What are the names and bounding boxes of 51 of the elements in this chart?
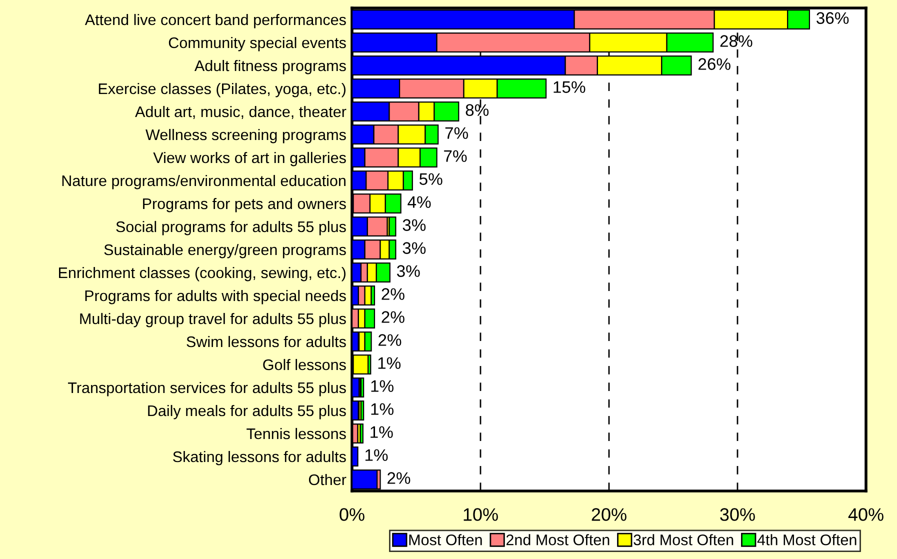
total-label: 4%: [408, 196, 431, 208]
y-tick-label: Attend live concert band performances: [84, 14, 346, 28]
total-label: 7%: [444, 150, 467, 162]
y-tick-label: Daily meals for adults 55 plus: [148, 404, 346, 420]
total-label: 3%: [402, 219, 426, 231]
y-tick-label: Tennis lessons: [246, 428, 346, 440]
y-tick-label: Golf lessons: [263, 358, 346, 370]
legend-label: 4th Most Often: [757, 534, 856, 546]
x-tick-label: 10%: [464, 508, 498, 521]
y-tick-label: Programs for adults with special needs: [85, 290, 346, 304]
y-tick-label: Sustainable energy/green programs: [104, 244, 346, 258]
y-tick-label: Other: [308, 474, 346, 486]
total-label: 15%: [554, 81, 586, 93]
y-tick-label: Exercise classes (Pilates, yoga, etc.): [98, 82, 346, 98]
total-label: 3%: [402, 242, 426, 254]
total-label: 2%: [378, 334, 402, 346]
total-label: 2%: [382, 288, 404, 300]
total-label: 2%: [382, 311, 404, 323]
total-label: 5%: [419, 173, 442, 185]
total-label: 7%: [445, 127, 468, 139]
total-label: 26%: [698, 58, 730, 70]
y-tick-label: Enrichment classes (cooking, sewing, etc.): [59, 266, 346, 282]
y-tick-label: Transportation services for adults 55 plus: [68, 382, 346, 396]
y-tick-label: Nature programs/environmental education: [62, 174, 346, 190]
total-label: 36%: [816, 12, 849, 24]
total-label: 1%: [378, 357, 401, 369]
total-label: 3%: [396, 265, 420, 277]
total-label: 8%: [466, 104, 489, 116]
y-tick-label: Adult art, music, dance, theater: [135, 106, 346, 119]
y-tick-label: View works of art in galleries: [153, 152, 346, 166]
y-tick-label: Wellness screening programs: [146, 128, 346, 144]
total-label: 1%: [371, 380, 394, 392]
y-tick-label: Multi-day group travel for adults 55 plus: [80, 312, 346, 328]
y-tick-label: Skating lessons for adults: [173, 450, 346, 466]
total-label: 1%: [365, 449, 388, 461]
y-tick-label: Social programs for adults 55 plus: [116, 220, 346, 236]
total-label: 28%: [720, 35, 752, 47]
x-tick-label: 30%: [720, 508, 755, 521]
x-tick-label: 0%: [340, 508, 364, 521]
x-tick-label: 20%: [592, 508, 626, 521]
total-label: 2%: [388, 472, 410, 484]
total-label: 1%: [370, 426, 393, 438]
y-tick-label: Community special events: [168, 36, 346, 52]
y-tick-label: Programs for pets and owners: [143, 198, 346, 212]
legend-label: Most Often: [409, 534, 482, 546]
legend-label: 2nd Most Often: [506, 534, 610, 546]
legend-label: 3rd Most Often: [634, 534, 734, 546]
x-tick-label: 40%: [848, 508, 884, 521]
y-tick-label: Swim lessons for adults: [186, 336, 346, 348]
total-label: 1%: [371, 403, 394, 415]
y-tick-label: Adult fitness programs: [194, 60, 346, 74]
